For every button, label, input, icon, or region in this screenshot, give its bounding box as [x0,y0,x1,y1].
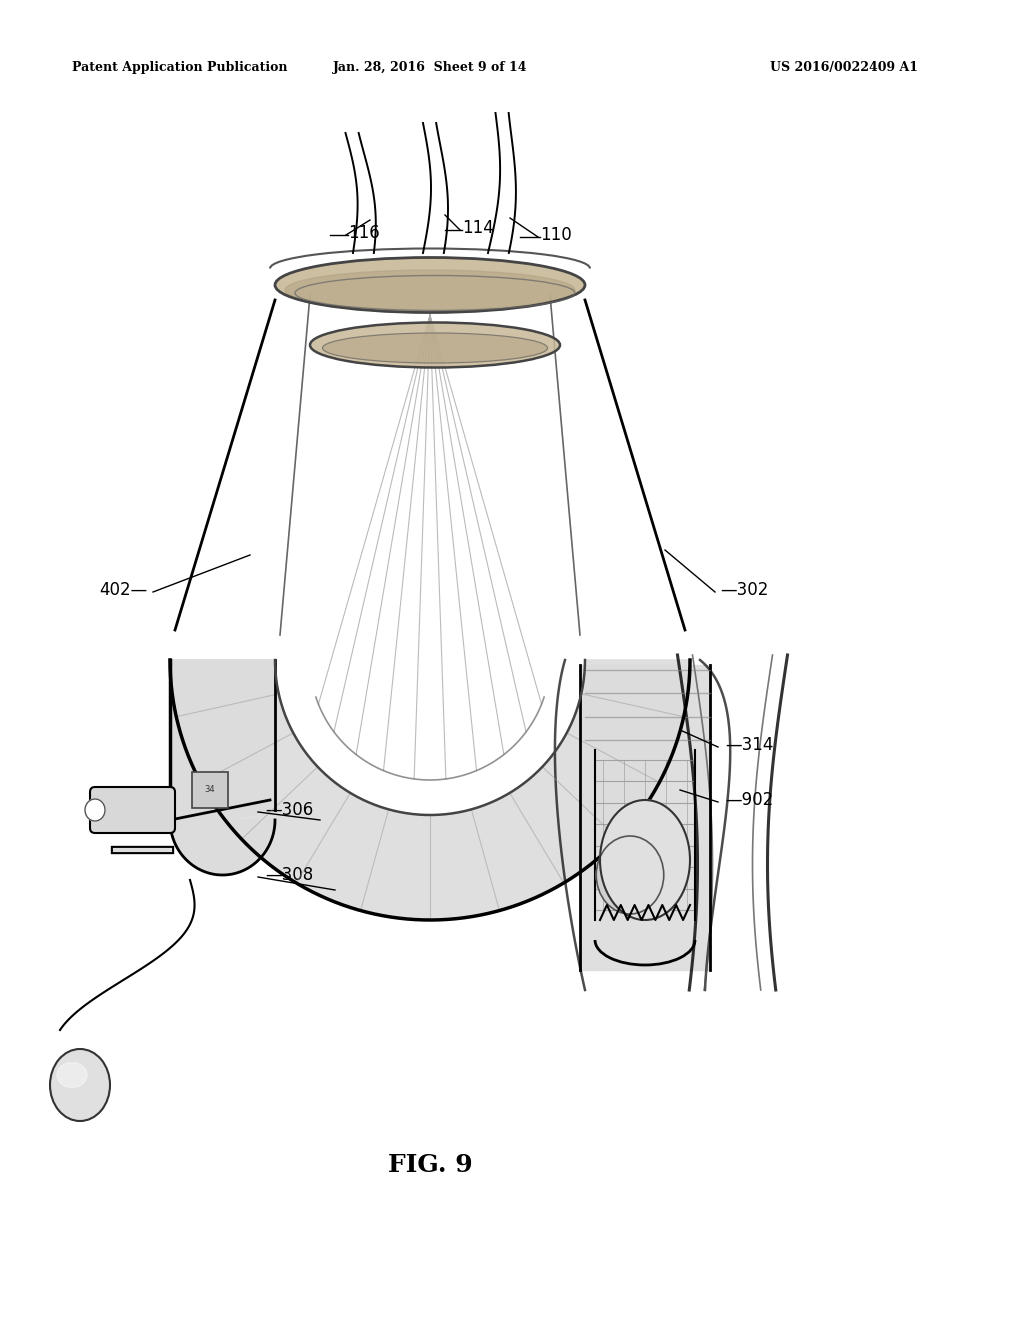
Text: Patent Application Publication: Patent Application Publication [72,62,288,74]
Text: —902: —902 [725,791,773,809]
FancyBboxPatch shape [90,787,175,833]
Text: 402—: 402— [99,581,148,599]
Ellipse shape [275,257,585,313]
Text: —314: —314 [725,737,773,754]
Polygon shape [580,665,710,970]
Polygon shape [170,660,275,830]
Text: Jan. 28, 2016  Sheet 9 of 14: Jan. 28, 2016 Sheet 9 of 14 [333,62,527,74]
Text: 114: 114 [462,219,494,238]
Ellipse shape [310,322,560,367]
Text: FIG. 9: FIG. 9 [388,1152,472,1177]
Ellipse shape [50,1049,110,1121]
Text: 116: 116 [348,224,380,242]
Text: US 2016/0022409 A1: US 2016/0022409 A1 [770,62,918,74]
Text: —306: —306 [265,801,313,818]
Ellipse shape [285,271,575,310]
Ellipse shape [85,799,105,821]
Text: 110: 110 [540,226,571,244]
Polygon shape [170,800,275,875]
Polygon shape [170,660,690,920]
Ellipse shape [57,1063,87,1088]
Text: —308: —308 [265,866,313,884]
Ellipse shape [323,333,548,363]
FancyBboxPatch shape [193,772,228,808]
Text: 34: 34 [205,785,215,795]
Ellipse shape [596,836,664,913]
Text: —302: —302 [720,581,768,599]
Ellipse shape [600,800,690,920]
